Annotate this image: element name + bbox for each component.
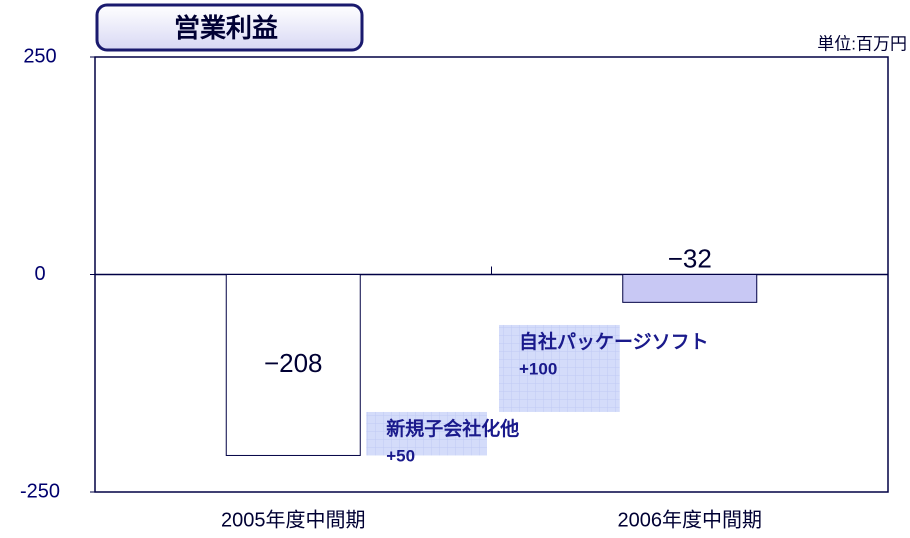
value-label: −32 [668, 243, 712, 273]
step-value-label: +100 [519, 359, 557, 378]
bar [225, 274, 361, 456]
step-value-label: +50 [386, 446, 415, 465]
x-tick-label: 2006年度中間期 [618, 508, 763, 531]
step-bar [366, 411, 487, 456]
unit-label: 単位:百万円 [817, 34, 907, 53]
bar [622, 274, 758, 303]
step-bar [499, 324, 620, 412]
value-label: −208 [264, 348, 323, 378]
x-tick-label: 2005年度中間期 [221, 508, 366, 531]
y-tick-label: 0 [34, 263, 45, 285]
step-label: 新規子会社化他 [386, 417, 519, 440]
chart-title: 営業利益 [174, 13, 278, 43]
title-box [95, 3, 364, 52]
step-label: 自社パッケージソフト [519, 330, 709, 353]
y-tick-label: -250 [20, 480, 60, 502]
y-tick-label: 250 [23, 45, 56, 67]
